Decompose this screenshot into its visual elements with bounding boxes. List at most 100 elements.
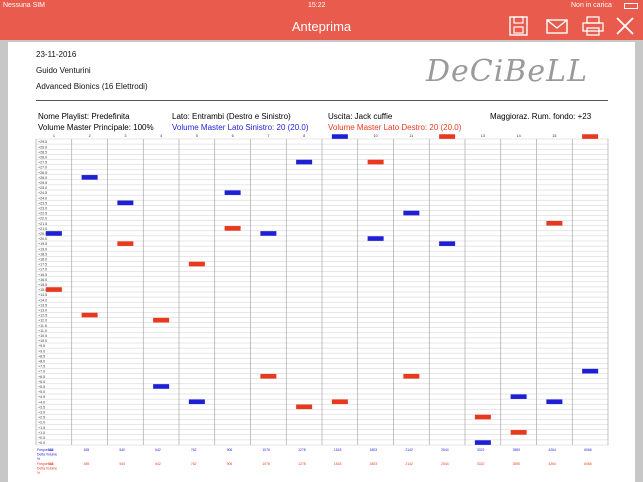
noise-boost-label: Maggioraz. Rum. fondo: +23 — [490, 112, 592, 121]
y-tick-label: +26.0 — [38, 176, 47, 180]
y-tick-label: +1.0 — [38, 431, 45, 435]
save-icon[interactable] — [508, 16, 530, 36]
table-freq-right: 4264 — [548, 462, 556, 466]
report-date: 23-11-2016 — [36, 50, 77, 59]
marker-sinistro — [474, 440, 491, 445]
navbar-title: Anteprima — [291, 19, 352, 34]
table-row-label: Delta Volume — [37, 453, 57, 457]
y-tick-label: +9.0 — [38, 349, 45, 353]
marker-sinistro — [224, 190, 241, 195]
marker-sinistro — [81, 175, 98, 180]
close-icon[interactable] — [614, 16, 636, 36]
master-right-label: Volume Master Lato Destro: 20 (20.0) — [328, 123, 462, 132]
marker-destro — [117, 241, 134, 246]
print-icon[interactable] — [582, 16, 604, 36]
y-tick-label: +2.0 — [38, 421, 45, 425]
marker-destro — [153, 317, 170, 323]
output-label: Uscita: Jack cuffie — [328, 112, 393, 121]
patient-name: Guido Venturini — [36, 66, 91, 75]
electrode-label: 2 — [89, 134, 91, 138]
brand-logo: DeCiBeLL — [426, 54, 588, 89]
table-freq-right: 2544 — [441, 462, 449, 466]
table-freq-right: 642 — [155, 462, 161, 466]
y-tick-label: +19.5 — [38, 242, 47, 246]
table-freq-right: 906 — [227, 462, 233, 466]
marker-sinistro — [403, 210, 420, 216]
battery-icon — [624, 3, 638, 9]
y-tick-label: +21.0 — [38, 227, 47, 231]
table-freq-left: 1803 — [370, 448, 378, 452]
marker-sinistro — [45, 231, 62, 236]
table-freq-left: 333 — [48, 448, 54, 452]
y-tick-label: +19.0 — [38, 247, 47, 251]
y-tick-label: +0.5 — [38, 436, 45, 440]
electrode-label: 7 — [267, 134, 269, 138]
marker-sinistro — [546, 399, 563, 405]
y-tick-label: +20.0 — [38, 237, 47, 241]
y-tick-label: +1.5 — [38, 426, 45, 430]
volume-chart: +29.5+29.0+28.5 +28.0+27.5+27.0+26.5+26.0… — [35, 134, 609, 475]
marker-sinistro — [582, 368, 599, 374]
y-tick-label: +5.0 — [38, 390, 45, 394]
table-row-label: % — [37, 457, 40, 461]
y-tick-label: +18.0 — [38, 258, 47, 262]
mail-icon[interactable] — [546, 16, 568, 36]
table-freq-left: 4264 — [548, 448, 556, 452]
table-freq-right: 1803 — [370, 462, 378, 466]
marker-sinistro — [331, 134, 348, 139]
table-freq-left: 1076 — [262, 448, 270, 452]
y-tick-label: +21.5 — [38, 222, 47, 226]
y-tick-label: +18.5 — [38, 252, 47, 256]
marker-destro — [188, 261, 205, 267]
table-row-label: Frequenza — [37, 462, 53, 466]
marker-destro — [260, 373, 277, 379]
battery-label: Non in carica — [571, 2, 612, 9]
y-tick-label: +23.5 — [38, 201, 47, 205]
table-freq-right: 3022 — [477, 462, 485, 466]
marker-sinistro — [188, 399, 205, 405]
y-tick-label: +4.0 — [38, 400, 45, 404]
y-tick-label: +25.5 — [38, 181, 47, 185]
table-freq-left: 762 — [191, 448, 197, 452]
side-label: Lato: Entrambi (Destro e Sinistro) — [172, 112, 291, 121]
y-tick-label: +29.5 — [38, 140, 47, 144]
table-freq-left: 906 — [227, 448, 233, 452]
y-tick-label: +28.5 — [38, 150, 47, 154]
y-tick-label: +29.0 — [38, 145, 47, 149]
table-freq-left: 642 — [155, 448, 161, 452]
y-tick-label: +13.0 — [38, 309, 47, 313]
y-tick-label: +15.5 — [38, 283, 47, 287]
y-tick-label: +11.0 — [38, 329, 47, 333]
y-tick-label: +27.0 — [38, 166, 47, 170]
electrode-label: 10 — [374, 134, 378, 138]
table-freq-left: 2142 — [405, 448, 413, 452]
y-tick-label: +7.5 — [38, 365, 45, 369]
clock: 15:22 — [308, 2, 326, 9]
electrode-label: 3 — [124, 134, 126, 138]
y-tick-label: +3.5 — [38, 405, 45, 409]
table-freq-right: 455 — [84, 462, 90, 466]
y-tick-label: +3.0 — [38, 411, 45, 415]
marker-sinistro — [367, 236, 384, 241]
y-tick-label: +25.0 — [38, 186, 47, 190]
table-freq-left: 6066 — [584, 448, 592, 452]
electrode-label: 14 — [517, 134, 521, 138]
y-tick-label: +13.5 — [38, 303, 47, 307]
electrode-label: 8 — [303, 134, 305, 138]
table-row-label: Delta Volume — [37, 466, 57, 470]
y-tick-label: +17.5 — [38, 263, 47, 267]
y-tick-label: +28.0 — [38, 156, 47, 160]
electrode-label: 6 — [232, 134, 234, 138]
y-tick-label: +11.5 — [38, 324, 47, 328]
y-tick-label: +14.0 — [38, 298, 47, 302]
y-tick-label: +6.0 — [38, 380, 45, 384]
status-bar: Nessuna SIM 15:22 Non in carica — [0, 0, 643, 12]
y-tick-label: +0.0 — [38, 441, 45, 445]
y-tick-label: +23.0 — [38, 207, 47, 211]
device-name: Advanced Bionics (16 Elettrodi) — [36, 82, 148, 91]
y-tick-label: +15.0 — [38, 288, 47, 292]
table-freq-left: 1518 — [334, 448, 342, 452]
y-tick-label: +5.5 — [38, 385, 45, 389]
master-left-label: Volume Master Lato Sinistro: 20 (20.0) — [172, 123, 309, 132]
table-freq-right: 540 — [119, 462, 125, 466]
